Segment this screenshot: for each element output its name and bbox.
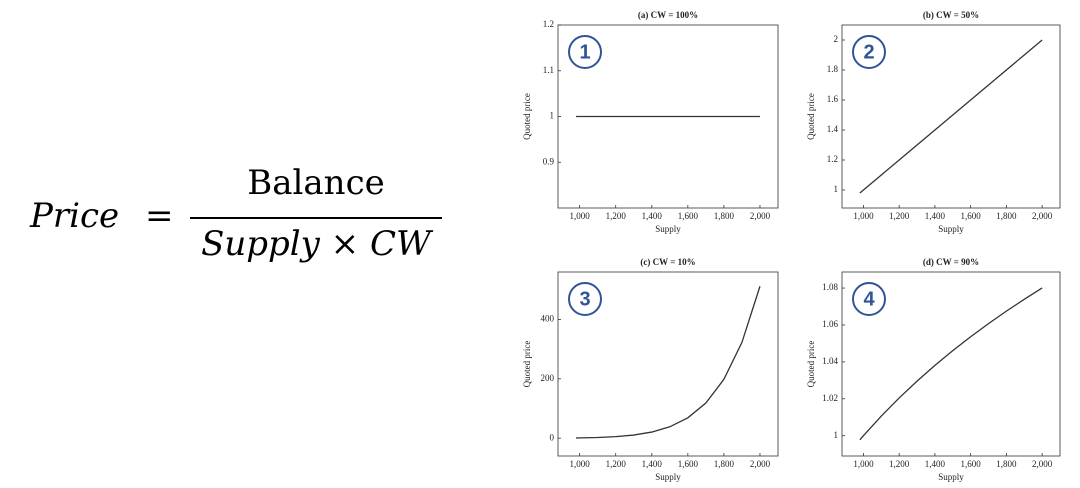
x-tick-label: 2,000	[750, 211, 771, 221]
chart-title: (c) CW = 10%	[640, 257, 695, 267]
y-tick-label: 1	[834, 430, 839, 440]
formula-denominator: Supply × CW	[201, 224, 434, 264]
chart-title: (d) CW = 90%	[923, 257, 979, 267]
annotation: 2	[863, 41, 874, 63]
annotation: 3	[579, 288, 590, 310]
y-tick-label: 1.8	[827, 64, 839, 74]
y-tick-label: 200	[541, 373, 555, 383]
y-tick-label: 1.1	[543, 65, 554, 75]
y-tick-label: 0	[550, 432, 555, 442]
x-tick-label: 1,400	[925, 211, 946, 221]
y-tick-label: 1.08	[822, 282, 838, 292]
y-tick-label: 1	[550, 111, 555, 121]
x-axis-label: Supply	[655, 224, 681, 234]
x-tick-label: 1,000	[853, 459, 874, 469]
y-tick-label: 400	[541, 314, 555, 324]
formula-equals: =	[145, 196, 174, 236]
x-tick-label: 1,800	[714, 459, 735, 469]
annotation-circle	[568, 282, 602, 316]
x-tick-label: 1,400	[642, 211, 663, 221]
x-tick-label: 1,800	[996, 459, 1017, 469]
x-axis-label: Supply	[938, 224, 964, 234]
plot-frame	[841, 24, 1061, 209]
formula-numerator: Balance	[247, 163, 384, 203]
y-tick-label: 1	[834, 184, 839, 194]
y-tick-label: 1.2	[827, 154, 838, 164]
data-line	[576, 286, 761, 439]
x-tick-label: 1,400	[925, 459, 946, 469]
annotation-circle	[568, 35, 602, 69]
x-tick-label: 2,000	[1032, 459, 1053, 469]
x-tick-label: 1,200	[606, 459, 627, 469]
x-tick-label: 1,200	[606, 211, 627, 221]
chart-title: (b) CW = 50%	[923, 10, 979, 20]
x-tick-label: 2,000	[750, 459, 771, 469]
x-tick-label: 1,000	[570, 211, 591, 221]
x-tick-label: 1,800	[714, 211, 735, 221]
x-tick-label: 1,000	[853, 211, 874, 221]
annotation: 4	[863, 288, 875, 310]
annotation: 1	[579, 41, 590, 63]
y-tick-label: 1.02	[822, 393, 838, 403]
x-tick-label: 1,600	[961, 211, 982, 221]
annotation-circle	[852, 282, 886, 316]
y-tick-label: 1.6	[827, 94, 839, 104]
y-axis-label: Quoted price	[522, 341, 532, 388]
y-tick-label: 2	[834, 34, 839, 44]
x-tick-label: 1,000	[570, 459, 591, 469]
x-tick-label: 1,200	[889, 211, 910, 221]
data-line	[859, 39, 1043, 194]
chart-title: (a) CW = 100%	[638, 10, 698, 20]
y-tick-label: 1.04	[822, 356, 838, 366]
x-tick-label: 1,800	[996, 211, 1017, 221]
x-tick-label: 1,600	[961, 459, 982, 469]
x-axis-label: Supply	[655, 472, 681, 482]
x-tick-label: 1,400	[642, 459, 663, 469]
formula-lhs: Price	[29, 196, 119, 236]
y-tick-label: 1.2	[543, 19, 554, 29]
y-tick-label: 0.9	[543, 156, 555, 166]
y-tick-label: 1.4	[827, 124, 839, 134]
x-axis-label: Supply	[938, 472, 964, 482]
x-tick-label: 1,600	[678, 459, 699, 469]
y-tick-label: 1.06	[822, 319, 838, 329]
x-tick-label: 1,600	[678, 211, 699, 221]
y-axis-label: Quoted price	[806, 341, 816, 388]
x-tick-label: 2,000	[1032, 211, 1053, 221]
y-axis-label: Quoted price	[806, 93, 816, 140]
plot-frame	[841, 271, 1061, 457]
x-tick-label: 1,200	[889, 459, 910, 469]
y-axis-label: Quoted price	[522, 93, 532, 140]
data-line	[859, 287, 1043, 441]
annotation-circle	[852, 35, 886, 69]
plot-frame	[557, 271, 779, 457]
